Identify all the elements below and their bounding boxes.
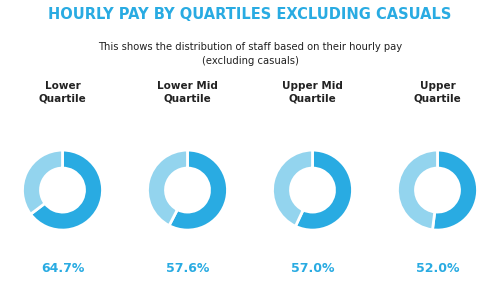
Text: 57.6%: 57.6% <box>166 262 209 275</box>
Wedge shape <box>398 150 438 230</box>
Text: This shows the distribution of staff based on their hourly pay
(excluding casual: This shows the distribution of staff bas… <box>98 42 402 66</box>
Wedge shape <box>30 150 102 230</box>
Text: Lower
Quartile: Lower Quartile <box>38 81 86 104</box>
Wedge shape <box>169 150 228 230</box>
Text: Lower Mid
Quartile: Lower Mid Quartile <box>157 81 218 104</box>
Text: HOURLY PAY BY QUARTILES EXCLUDING CASUALS: HOURLY PAY BY QUARTILES EXCLUDING CASUAL… <box>48 7 452 22</box>
Wedge shape <box>272 150 312 226</box>
Wedge shape <box>148 150 188 226</box>
Wedge shape <box>432 150 478 230</box>
Text: Upper Mid
Quartile: Upper Mid Quartile <box>282 81 343 104</box>
Text: 57.0%: 57.0% <box>291 262 334 275</box>
Wedge shape <box>296 150 352 230</box>
Text: 52.0%: 52.0% <box>416 262 459 275</box>
Text: Upper
Quartile: Upper Quartile <box>414 81 462 104</box>
Wedge shape <box>22 150 62 214</box>
Text: 64.7%: 64.7% <box>41 262 84 275</box>
